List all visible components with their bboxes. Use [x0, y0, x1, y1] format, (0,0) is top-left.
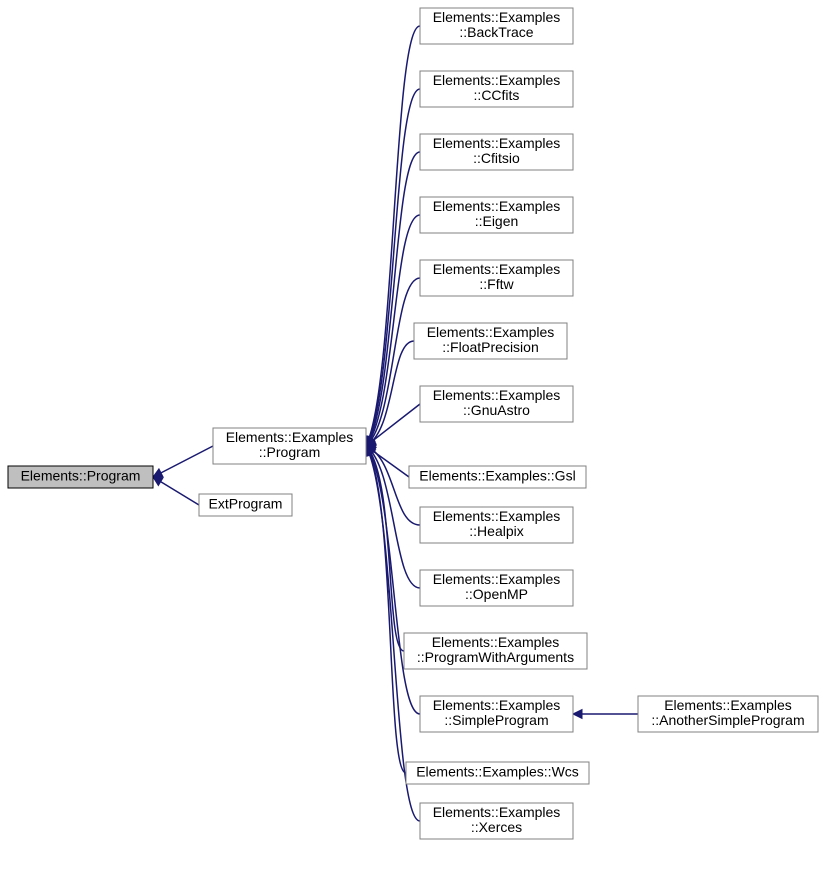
edge-hub-to-root [153, 446, 213, 477]
node-simple[interactable]: Elements::Examples::SimpleProgram [420, 696, 573, 732]
node-back-label-0: Elements::Examples [433, 9, 561, 25]
node-gnu-label-0: Elements::Examples [433, 387, 561, 403]
node-xerces-label-0: Elements::Examples [433, 804, 561, 820]
edge-ccfits-to-hub [366, 89, 420, 446]
node-gnu[interactable]: Elements::Examples::GnuAstro [420, 386, 573, 422]
node-another-label-0: Elements::Examples [664, 697, 792, 713]
node-eigen-label-1: ::Eigen [475, 213, 519, 229]
node-fftw[interactable]: Elements::Examples::Fftw [420, 260, 573, 296]
node-wcs[interactable]: Elements::Examples::Wcs [406, 762, 589, 784]
node-gnu-label-1: ::GnuAstro [463, 402, 530, 418]
edge-eigen-to-hub [366, 215, 420, 446]
node-root[interactable]: Elements::Program [8, 466, 153, 488]
node-back-label-1: ::BackTrace [459, 24, 533, 40]
node-ccfits[interactable]: Elements::Examples::CCfits [420, 71, 573, 107]
inheritance-diagram: Elements::ProgramElements::Examples::Pro… [0, 0, 828, 875]
node-wcs-label-0: Elements::Examples::Wcs [416, 764, 579, 780]
node-fftw-label-0: Elements::Examples [433, 261, 561, 277]
node-xerces[interactable]: Elements::Examples::Xerces [420, 803, 573, 839]
node-cfitsio-label-0: Elements::Examples [433, 135, 561, 151]
node-openmp[interactable]: Elements::Examples::OpenMP [420, 570, 573, 606]
node-float[interactable]: Elements::Examples::FloatPrecision [414, 323, 567, 359]
node-openmp-label-0: Elements::Examples [433, 571, 561, 587]
node-xerces-label-1: ::Xerces [471, 819, 522, 835]
node-hub[interactable]: Elements::Examples::Program [213, 428, 366, 464]
node-healpix-label-1: ::Healpix [469, 523, 523, 539]
node-hub-label-1: ::Program [259, 444, 320, 460]
node-eigen-label-0: Elements::Examples [433, 198, 561, 214]
node-float-label-1: ::FloatPrecision [442, 339, 538, 355]
node-gsl[interactable]: Elements::Examples::Gsl [409, 466, 586, 488]
node-pargs-label-0: Elements::Examples [432, 634, 560, 650]
node-ccfits-label-1: ::CCfits [474, 87, 520, 103]
node-openmp-label-1: ::OpenMP [465, 586, 528, 602]
node-simple-label-1: ::SimpleProgram [444, 712, 548, 728]
node-root-label-0: Elements::Program [21, 468, 141, 484]
node-another[interactable]: Elements::Examples::AnotherSimpleProgram [638, 696, 818, 732]
node-back[interactable]: Elements::Examples::BackTrace [420, 8, 573, 44]
node-healpix-label-0: Elements::Examples [433, 508, 561, 524]
node-healpix[interactable]: Elements::Examples::Healpix [420, 507, 573, 543]
node-ext-label-0: ExtProgram [209, 496, 283, 512]
node-ext[interactable]: ExtProgram [199, 494, 292, 516]
node-cfitsio[interactable]: Elements::Examples::Cfitsio [420, 134, 573, 170]
node-gsl-label-0: Elements::Examples::Gsl [419, 468, 575, 484]
node-ccfits-label-0: Elements::Examples [433, 72, 561, 88]
node-simple-label-0: Elements::Examples [433, 697, 561, 713]
edge-cfitsio-to-hub [366, 152, 420, 446]
node-float-label-0: Elements::Examples [427, 324, 555, 340]
node-hub-label-0: Elements::Examples [226, 429, 354, 445]
node-pargs-label-1: ::ProgramWithArguments [417, 649, 574, 665]
arrowhead [573, 710, 582, 719]
node-another-label-1: ::AnotherSimpleProgram [651, 712, 804, 728]
node-pargs[interactable]: Elements::Examples::ProgramWithArguments [404, 633, 587, 669]
node-eigen[interactable]: Elements::Examples::Eigen [420, 197, 573, 233]
node-fftw-label-1: ::Fftw [479, 276, 514, 292]
node-cfitsio-label-1: ::Cfitsio [473, 150, 520, 166]
nodes: Elements::ProgramElements::Examples::Pro… [8, 8, 818, 839]
